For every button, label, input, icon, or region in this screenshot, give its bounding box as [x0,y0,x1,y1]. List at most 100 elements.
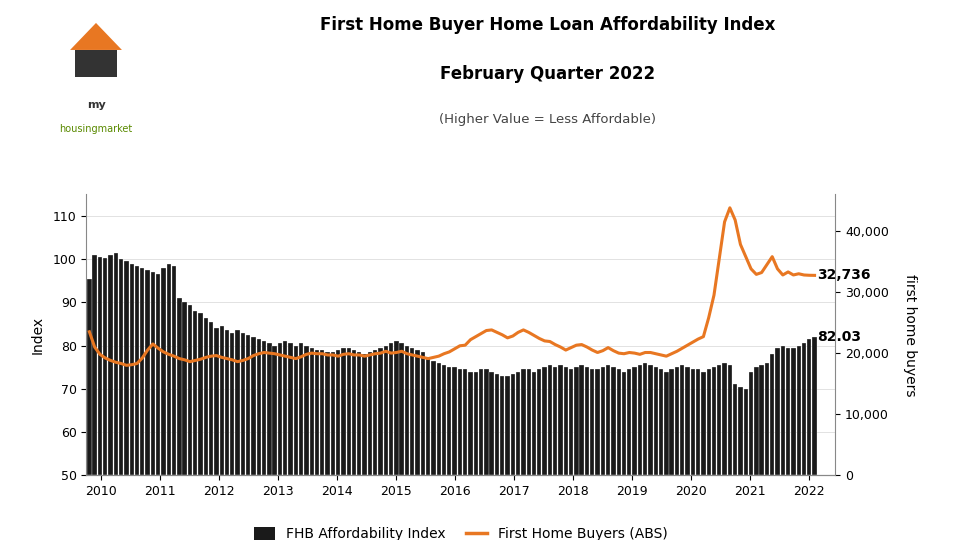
Bar [633,367,636,475]
Bar [643,363,647,475]
Bar [442,365,446,475]
Bar [368,352,372,475]
Bar [214,328,219,475]
Bar [256,339,261,475]
Bar [283,341,287,475]
Bar [209,322,213,475]
Bar [494,374,499,475]
Bar [532,372,537,475]
Bar [98,257,102,475]
Polygon shape [70,23,122,50]
Bar [574,367,579,475]
Bar [473,372,478,475]
Bar [140,268,144,475]
Text: First Home Buyer Home Loan Affordability Index: First Home Buyer Home Loan Affordability… [320,16,775,34]
Bar [410,348,415,475]
Bar [564,367,568,475]
Bar [277,343,282,475]
Bar [273,346,276,475]
Text: (Higher Value = Less Affordable): (Higher Value = Less Affordable) [439,113,656,126]
Bar [246,335,251,475]
Bar [616,369,621,475]
Bar [511,374,515,475]
Bar [225,330,229,475]
Bar [299,343,303,475]
Bar [87,279,91,475]
Bar [241,333,245,475]
Bar [134,266,139,475]
Bar [395,341,398,475]
Bar [595,369,600,475]
Bar [235,330,240,475]
Text: February Quarter 2022: February Quarter 2022 [440,65,655,83]
Bar [325,352,329,475]
Bar [352,350,356,475]
Text: 82.03: 82.03 [818,330,861,344]
Bar [770,354,775,475]
Bar [542,367,547,475]
Bar [791,348,796,475]
Bar [178,298,181,475]
Bar [580,365,584,475]
Bar [669,369,674,475]
Bar [786,348,790,475]
Text: housingmarket: housingmarket [60,124,132,134]
Bar [145,270,150,475]
Bar [193,311,198,475]
Bar [627,369,632,475]
Bar [479,369,483,475]
Bar [188,305,192,475]
Bar [420,352,425,475]
Bar [765,363,769,475]
Bar [363,354,367,475]
Bar [521,369,525,475]
Bar [585,367,589,475]
Bar [548,365,552,475]
Bar [309,348,314,475]
Bar [426,359,430,475]
Bar [468,372,472,475]
Bar [341,348,346,475]
Bar [559,365,563,475]
Bar [151,272,156,475]
Bar [347,348,351,475]
Bar [373,350,377,475]
Polygon shape [75,50,117,77]
Bar [659,369,663,475]
Bar [389,343,394,475]
Bar [294,346,298,475]
Bar [802,343,806,475]
Bar [336,350,340,475]
Bar [199,313,203,475]
Bar [384,346,388,475]
Bar [738,387,743,475]
Bar [437,363,441,475]
Bar [606,365,611,475]
Bar [113,253,118,475]
Bar [538,369,541,475]
Y-axis label: first home buyers: first home buyers [902,274,917,396]
Bar [378,348,383,475]
Bar [182,302,187,475]
Bar [526,369,531,475]
Bar [622,372,626,475]
Bar [304,346,308,475]
Bar [161,268,166,475]
Bar [553,367,558,475]
Bar [807,339,811,475]
Bar [103,258,108,475]
Legend: FHB Affordability Index, First Home Buyers (ABS): FHB Affordability Index, First Home Buye… [249,522,673,540]
Bar [204,318,208,475]
Bar [399,343,404,475]
Bar [167,264,171,475]
Bar [812,337,817,475]
Bar [262,341,266,475]
Bar [416,350,420,475]
Bar [696,369,700,475]
Text: my: my [86,100,106,110]
Y-axis label: Index: Index [31,316,44,354]
Bar [711,367,716,475]
Bar [490,372,493,475]
Bar [590,369,594,475]
Bar [675,367,679,475]
